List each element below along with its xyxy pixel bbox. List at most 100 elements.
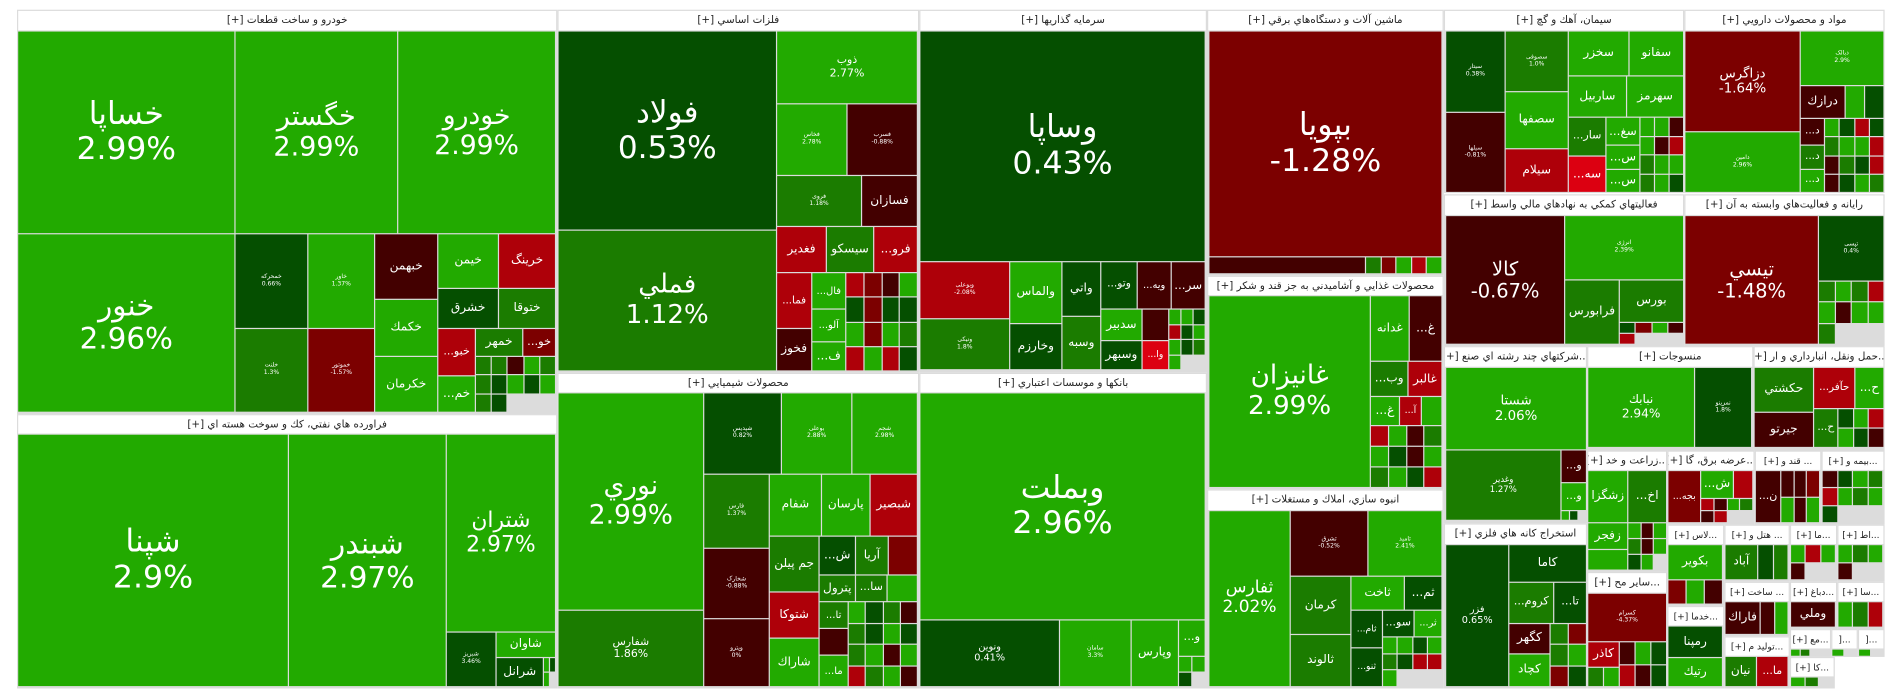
minor-stock-tile[interactable] xyxy=(1641,554,1654,570)
minor-stock-tile[interactable] xyxy=(1619,664,1635,687)
stock-tile[interactable]: و... xyxy=(1561,483,1586,511)
minor-stock-tile[interactable] xyxy=(1869,137,1884,155)
minor-stock-tile[interactable] xyxy=(1805,677,1819,687)
stock-tile[interactable]: ساربيل xyxy=(1568,76,1626,117)
stock-tile[interactable] xyxy=(887,575,917,602)
stock-tile[interactable]: كاذر xyxy=(1588,642,1619,667)
minor-stock-tile[interactable] xyxy=(1179,672,1192,687)
stock-tile[interactable]: زفجر xyxy=(1588,523,1628,549)
stock-tile[interactable]: ثم... xyxy=(1404,576,1442,610)
stock-tile[interactable]: س... xyxy=(1606,170,1640,192)
minor-stock-tile[interactable] xyxy=(1651,664,1667,687)
stock-tile[interactable]: سيلام xyxy=(1505,149,1568,192)
minor-stock-tile[interactable] xyxy=(1714,511,1727,523)
stock-tile[interactable]: كچاد xyxy=(1509,654,1550,687)
stock-tile[interactable]: سصوفی 1.0% xyxy=(1505,31,1568,92)
minor-stock-tile[interactable] xyxy=(1758,545,1773,580)
minor-stock-tile[interactable] xyxy=(1427,654,1442,670)
sector-header[interactable]: ... قند و [+] xyxy=(1755,451,1821,470)
minor-stock-tile[interactable] xyxy=(1794,497,1807,523)
minor-stock-tile[interactable] xyxy=(848,666,865,687)
minor-stock-tile[interactable] xyxy=(492,394,507,412)
minor-stock-tile[interactable] xyxy=(1853,471,1867,488)
stock-tile[interactable]: فسرب -0.88% xyxy=(847,104,917,175)
minor-stock-tile[interactable] xyxy=(1851,281,1867,302)
minor-stock-tile[interactable] xyxy=(1388,446,1406,467)
minor-stock-tile[interactable] xyxy=(883,602,900,623)
stock-tile[interactable]: زشگزا xyxy=(1588,471,1628,523)
stock-tile[interactable]: خكرمان xyxy=(375,357,438,412)
minor-stock-tile[interactable] xyxy=(1370,446,1388,467)
minor-stock-tile[interactable] xyxy=(1169,355,1181,370)
minor-stock-tile[interactable] xyxy=(1869,409,1884,428)
minor-stock-tile[interactable] xyxy=(1800,649,1810,656)
minor-stock-tile[interactable] xyxy=(1570,511,1578,520)
minor-stock-tile[interactable] xyxy=(1640,174,1654,192)
minor-stock-tile[interactable] xyxy=(1701,499,1714,511)
minor-stock-tile[interactable] xyxy=(1568,645,1586,666)
stock-tile[interactable]: فسازان xyxy=(862,176,917,226)
stock-tile[interactable]: سه... xyxy=(1568,156,1606,192)
minor-stock-tile[interactable] xyxy=(846,297,864,322)
stock-tile[interactable]: سصفها xyxy=(1505,92,1568,149)
stock-tile[interactable]: ذوب 2.77% xyxy=(777,31,917,104)
minor-stock-tile[interactable] xyxy=(1169,340,1181,354)
stock-tile[interactable]: ما... xyxy=(819,655,848,687)
minor-stock-tile[interactable] xyxy=(1868,281,1884,302)
minor-stock-tile[interactable] xyxy=(883,666,900,687)
minor-stock-tile[interactable] xyxy=(1819,323,1835,344)
minor-stock-tile[interactable] xyxy=(900,297,917,322)
minor-stock-tile[interactable] xyxy=(1854,174,1869,192)
stock-tile[interactable]: كسرام -4.37% xyxy=(1588,593,1667,642)
minor-stock-tile[interactable] xyxy=(1383,637,1397,653)
stock-tile[interactable]: خودرو 2.99% xyxy=(398,31,555,234)
stock-tile[interactable]: غ... xyxy=(1370,397,1399,426)
stock-tile[interactable]: تا... xyxy=(1554,582,1586,623)
minor-stock-tile[interactable] xyxy=(544,658,549,672)
minor-stock-tile[interactable] xyxy=(1655,155,1669,174)
stock-tile[interactable]: وغدير 1.27% xyxy=(1446,450,1561,520)
minor-stock-tile[interactable] xyxy=(1794,471,1807,497)
sector-header[interactable]: ماشين آلات و دستگاه‌هاي برقي [+] xyxy=(1208,10,1443,31)
minor-stock-tile[interactable] xyxy=(866,602,883,623)
minor-stock-tile[interactable] xyxy=(900,273,917,297)
minor-stock-tile[interactable] xyxy=(1837,488,1852,505)
stock-tile[interactable] xyxy=(819,629,848,655)
minor-stock-tile[interactable] xyxy=(1835,281,1851,302)
stock-tile[interactable]: و... xyxy=(1179,620,1205,656)
minor-stock-tile[interactable] xyxy=(1568,666,1586,687)
sector-header[interactable]: ...اط [+] xyxy=(1838,525,1884,545)
stock-tile[interactable]: فغدير xyxy=(777,227,826,273)
minor-stock-tile[interactable] xyxy=(1550,645,1568,666)
minor-stock-tile[interactable] xyxy=(1854,119,1869,137)
stock-tile[interactable]: سا... xyxy=(856,575,887,602)
minor-stock-tile[interactable] xyxy=(1181,309,1193,324)
minor-stock-tile[interactable] xyxy=(1822,488,1837,505)
minor-stock-tile[interactable] xyxy=(1550,666,1568,687)
sector-header[interactable]: ...دباغ [+] xyxy=(1791,582,1837,602)
minor-stock-tile[interactable] xyxy=(1427,637,1442,653)
stock-tile[interactable]: شپديس 0.82% xyxy=(704,393,781,474)
stock-tile[interactable]: سهرمز xyxy=(1627,76,1684,117)
stock-tile[interactable]: غانيزان 2.99% xyxy=(1209,296,1370,487)
stock-tile[interactable]: ح... xyxy=(1855,367,1884,409)
stock-tile[interactable]: ختوقا xyxy=(499,289,555,328)
minor-stock-tile[interactable] xyxy=(1640,117,1654,136)
sector-header[interactable]: ...مع [+] xyxy=(1791,630,1830,649)
stock-tile[interactable]: كرمان xyxy=(1290,576,1351,634)
minor-stock-tile[interactable] xyxy=(1388,426,1406,446)
stock-tile[interactable]: درازك xyxy=(1800,86,1845,118)
minor-stock-tile[interactable] xyxy=(1669,136,1684,155)
stock-tile[interactable]: شپنا 2.9% xyxy=(18,434,288,687)
minor-stock-tile[interactable] xyxy=(882,297,899,322)
stock-tile[interactable]: شستا 2.06% xyxy=(1446,367,1586,450)
stock-tile[interactable]: ثاخت xyxy=(1351,576,1404,610)
minor-stock-tile[interactable] xyxy=(540,375,555,394)
minor-stock-tile[interactable] xyxy=(1652,323,1667,333)
minor-stock-tile[interactable] xyxy=(1654,539,1667,554)
stock-tile[interactable]: خاور 1.37% xyxy=(308,234,375,328)
stock-tile[interactable]: غ... xyxy=(1409,296,1442,361)
minor-stock-tile[interactable] xyxy=(1791,677,1805,687)
minor-stock-tile[interactable] xyxy=(1193,340,1205,354)
minor-stock-tile[interactable] xyxy=(1383,670,1397,687)
